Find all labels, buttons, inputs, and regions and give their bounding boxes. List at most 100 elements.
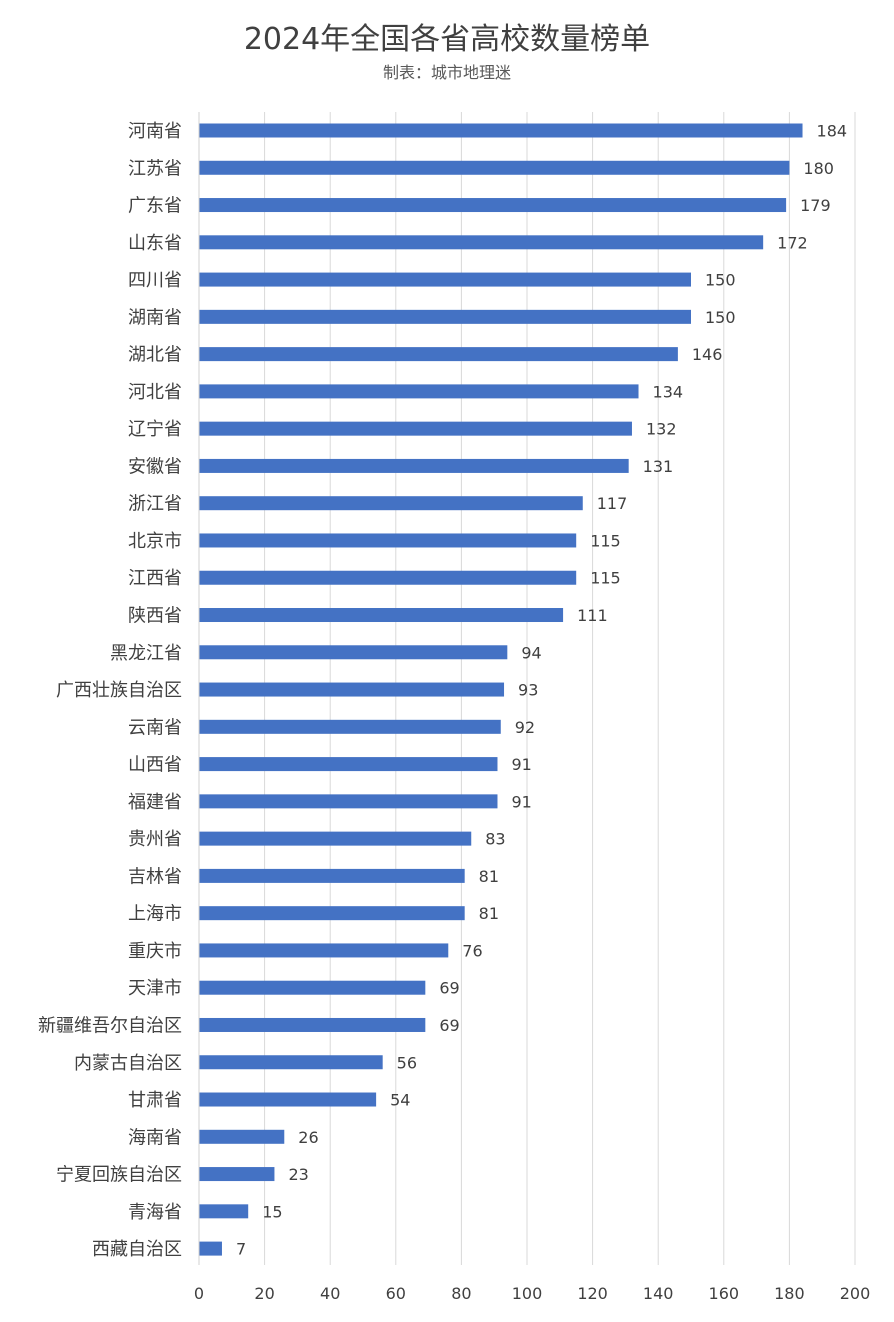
category-label: 贵州省 — [128, 829, 182, 850]
chart-title: 2024年全国各省高校数量榜单 — [244, 22, 650, 57]
value-label: 179 — [800, 196, 831, 215]
value-label: 111 — [577, 606, 608, 625]
category-label: 西藏自治区 — [92, 1239, 182, 1260]
bar — [199, 384, 639, 399]
bar — [199, 309, 691, 324]
category-label: 河南省 — [128, 121, 182, 142]
category-label: 天津市 — [128, 978, 182, 999]
bar — [199, 868, 465, 883]
bar — [199, 458, 629, 473]
value-label: 15 — [262, 1202, 282, 1221]
category-label: 湖北省 — [128, 345, 182, 366]
value-label: 180 — [803, 159, 834, 178]
value-label: 26 — [298, 1128, 318, 1147]
value-label: 150 — [705, 308, 736, 327]
bar — [199, 160, 790, 175]
value-label: 184 — [817, 122, 848, 141]
category-label: 安徽省 — [128, 456, 182, 477]
category-label: 江苏省 — [128, 158, 182, 179]
value-label: 81 — [479, 904, 499, 923]
bar — [199, 757, 498, 772]
bar — [199, 719, 501, 734]
value-label: 83 — [485, 830, 505, 849]
category-label: 山东省 — [128, 233, 182, 254]
x-tick-label: 40 — [320, 1284, 340, 1303]
value-label: 94 — [521, 643, 541, 662]
value-label: 93 — [518, 681, 538, 700]
value-label: 115 — [590, 531, 621, 550]
category-labels: 河南省江苏省广东省山东省四川省湖南省湖北省河北省辽宁省安徽省浙江省北京市江西省陕… — [38, 121, 182, 1260]
x-tick-label: 120 — [577, 1284, 608, 1303]
category-label: 湖南省 — [128, 307, 182, 328]
x-tick-label: 20 — [254, 1284, 274, 1303]
value-label: 81 — [479, 867, 499, 886]
bar — [199, 272, 691, 287]
x-tick-label: 160 — [709, 1284, 740, 1303]
value-label: 132 — [646, 420, 677, 439]
category-label: 河北省 — [128, 382, 182, 403]
value-label: 69 — [439, 1016, 459, 1035]
category-label: 广东省 — [128, 196, 182, 217]
value-label: 76 — [462, 941, 482, 960]
category-label: 重庆市 — [128, 941, 182, 962]
value-label: 172 — [777, 233, 808, 252]
value-label: 134 — [653, 382, 684, 401]
bar — [199, 682, 505, 697]
bar — [199, 347, 678, 362]
category-label: 陕西省 — [128, 606, 182, 627]
chart-subtitle: 制表：城市地理迷 — [383, 63, 511, 82]
x-tick-label: 60 — [386, 1284, 406, 1303]
gridlines — [264, 112, 856, 1265]
bar — [199, 570, 577, 585]
x-tick-label: 80 — [451, 1284, 471, 1303]
category-label: 山西省 — [128, 755, 182, 776]
category-label: 宁夏回族自治区 — [56, 1165, 182, 1186]
category-label: 吉林省 — [128, 866, 182, 887]
bar — [199, 608, 564, 623]
bar — [199, 1129, 285, 1144]
value-label: 91 — [511, 792, 531, 811]
x-tick-label: 140 — [643, 1284, 674, 1303]
category-label: 辽宁省 — [128, 419, 182, 440]
category-label: 海南省 — [128, 1127, 182, 1148]
value-label: 146 — [692, 345, 723, 364]
bar — [199, 943, 449, 958]
value-label: 92 — [515, 718, 535, 737]
bar — [199, 1017, 426, 1032]
bar — [199, 1241, 222, 1256]
value-label: 131 — [643, 457, 674, 476]
bar — [199, 198, 787, 213]
category-label: 北京市 — [128, 531, 182, 552]
category-label: 新疆维吾尔自治区 — [38, 1015, 182, 1036]
value-label: 150 — [705, 271, 736, 290]
bar — [199, 1055, 383, 1070]
bar — [199, 235, 764, 250]
value-label: 69 — [439, 979, 459, 998]
value-labels: 184 180 179 172 150 150 146 134 132 131 117 115 115 1… — [236, 122, 847, 1259]
value-label: 115 — [590, 569, 621, 588]
category-label: 黑龙江省 — [110, 643, 182, 664]
bar — [199, 1167, 275, 1182]
category-label: 内蒙古自治区 — [74, 1053, 182, 1074]
category-label: 广西壮族自治区 — [56, 680, 182, 701]
x-axis-ticks: 0 20 40 60 80 100 120 140 160 180 200 — [194, 1284, 870, 1303]
category-label: 上海市 — [128, 904, 182, 925]
x-tick-label: 0 — [194, 1284, 204, 1303]
category-label: 青海省 — [128, 1202, 182, 1223]
bar — [199, 906, 465, 921]
value-label: 117 — [597, 494, 628, 513]
bars — [199, 123, 803, 1256]
x-tick-label: 180 — [774, 1284, 805, 1303]
value-label: 23 — [288, 1165, 308, 1184]
value-label: 7 — [236, 1240, 246, 1259]
category-label: 江西省 — [128, 568, 182, 589]
bar — [199, 533, 577, 548]
bar — [199, 794, 498, 809]
category-label: 甘肃省 — [128, 1090, 182, 1111]
bar — [199, 1204, 249, 1219]
bar — [199, 980, 426, 995]
bar — [199, 645, 508, 660]
x-tick-label: 200 — [840, 1284, 871, 1303]
category-label: 浙江省 — [128, 494, 182, 515]
